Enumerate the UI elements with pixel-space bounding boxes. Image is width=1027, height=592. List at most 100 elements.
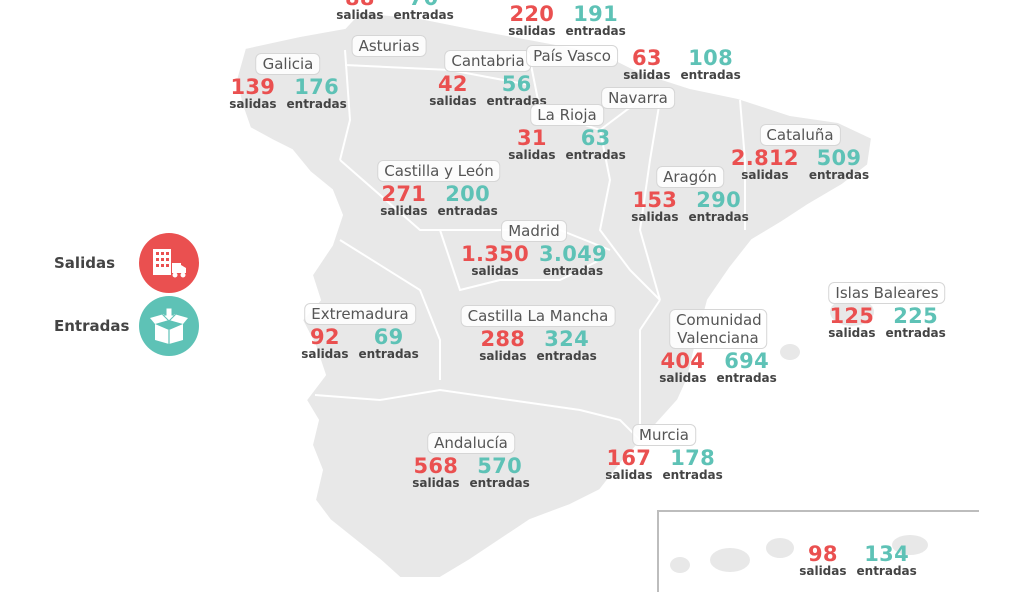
salidas-value: 92 [309, 325, 340, 349]
salidas-label: salidas [605, 468, 653, 482]
region-name: Castilla La Mancha [460, 305, 616, 327]
entradas-value: 324 [544, 327, 590, 351]
region-name: Islas Baleares [828, 282, 946, 304]
legend-entradas: Entradas [54, 296, 199, 356]
region-stats: 271 salidas 200 entradas [380, 183, 498, 217]
entradas-stat: 3.049 entradas [539, 243, 607, 277]
region-name: Castilla y León [377, 160, 501, 182]
region-stats: 2.812 salidas 509 entradas [731, 147, 869, 181]
region-stats: 42 salidas 56 entradas [429, 73, 547, 107]
region-navarra: Navarra [601, 87, 675, 109]
salidas-value: 42 [437, 72, 468, 96]
region-name: Navarra [601, 87, 675, 109]
salidas-stat: 92 salidas [301, 326, 348, 360]
salidas-value: 88 [345, 0, 375, 9]
region-name: Galicia [255, 53, 321, 75]
region-madrid: Madrid 1.350 salidas 3.049 entradas [461, 220, 607, 277]
salidas-label: salidas [508, 24, 556, 38]
entradas-label: entradas [662, 468, 723, 482]
salidas-stat: 271 salidas [380, 183, 427, 217]
entradas-value: 176 [294, 75, 340, 99]
region-cantabria: Cantabria 42 salidas 56 entradas [429, 50, 547, 107]
entradas-stat: 509 entradas [809, 147, 869, 181]
entradas-label: entradas [469, 476, 530, 490]
region-galicia: Galicia 139 salidas 176 entradas [229, 53, 347, 110]
region-stats: 92 salidas 69 entradas [301, 326, 419, 360]
salidas-stat: 220 salidas [508, 3, 555, 37]
entradas-value: 570 [477, 454, 523, 478]
region-stats: 1.350 salidas 3.049 entradas [461, 243, 607, 277]
region-cut-center: 220 salidas 191 entradas [508, 2, 626, 37]
iberian-peninsula-shape [234, 10, 874, 578]
entradas-value: 200 [445, 182, 491, 206]
salidas-stat: 42 salidas [429, 73, 476, 107]
entradas-stat: 134 entradas [857, 543, 917, 577]
entradas-stat: 191 entradas [566, 3, 626, 37]
salidas-stat: 404 salidas [659, 350, 706, 384]
salidas-label: salidas [429, 94, 477, 108]
region-name: Andalucía [427, 432, 515, 454]
region-stats: 220 salidas 191 entradas [508, 3, 626, 37]
entradas-label: entradas [437, 204, 498, 218]
salidas-label: salidas [336, 8, 384, 22]
entradas-stat: 290 entradas [689, 189, 749, 223]
region-name: La Rioja [530, 104, 604, 126]
region-stats: 139 salidas 176 entradas [229, 76, 347, 110]
entradas-stat: 108 entradas [681, 47, 741, 81]
region-canarias: 98 salidas 134 entradas [799, 542, 917, 577]
salidas-label: salidas [828, 326, 876, 340]
entradas-stat: 63 entradas [566, 127, 626, 161]
region-stats: 125 salidas 225 entradas [828, 305, 946, 339]
spain-map [234, 10, 928, 578]
entradas-stat: 56 entradas [487, 73, 547, 107]
region-name: Madrid [501, 220, 567, 242]
region-cataluna: Cataluña 2.812 salidas 509 entradas [731, 124, 869, 181]
region-stats: 31 salidas 63 entradas [508, 127, 626, 161]
entradas-value: 3.049 [539, 242, 607, 266]
salidas-value: 63 [631, 46, 662, 70]
entradas-label: entradas [358, 347, 419, 361]
region-extremadura: Extremadura 92 salidas 69 entradas [301, 303, 419, 360]
region-name: Cataluña [759, 124, 841, 146]
entradas-label: entradas [856, 564, 917, 578]
entradas-stat: 570 entradas [470, 455, 530, 489]
entradas-label: entradas [680, 68, 741, 82]
region-comunidad-valenciana: Comunidad Valenciana 404 salidas 694 entrada… [659, 309, 777, 384]
salidas-label: salidas [508, 148, 556, 162]
building-truck-icon [139, 233, 199, 293]
entradas-value: 69 [373, 325, 404, 349]
region-la-rioja: La Rioja 31 salidas 63 entradas [508, 104, 626, 161]
entradas-stat: 200 entradas [438, 183, 498, 217]
salidas-label: salidas [631, 210, 679, 224]
region-aragon: Aragón 153 salidas 290 entradas [631, 166, 749, 223]
entradas-value: 70 [409, 0, 439, 9]
salidas-value: 288 [480, 327, 526, 351]
entradas-stat: 69 entradas [359, 326, 419, 360]
salidas-label: salidas [229, 97, 277, 111]
entradas-label: entradas [393, 8, 454, 22]
salidas-label: salidas [799, 564, 847, 578]
region-castilla-y-leon: Castilla y León 271 salidas 200 entradas [377, 160, 501, 217]
entradas-stat: 178 entradas [663, 447, 723, 481]
salidas-stat: 153 salidas [631, 189, 678, 223]
salidas-stat: 139 salidas [229, 76, 276, 110]
salidas-stat: 167 salidas [605, 447, 652, 481]
entradas-value: 509 [816, 146, 862, 170]
entradas-value: 134 [864, 542, 910, 566]
salidas-value: 153 [632, 188, 678, 212]
entradas-value: 63 [580, 126, 611, 150]
region-name: Murcia [632, 424, 696, 446]
legend-salidas-label: Salidas [54, 254, 115, 272]
salidas-value: 167 [606, 446, 652, 470]
salidas-value: 220 [509, 2, 555, 26]
salidas-value: 125 [829, 304, 875, 328]
entradas-label: entradas [808, 168, 870, 182]
entradas-value: 108 [688, 46, 734, 70]
entradas-value: 694 [724, 349, 770, 373]
salidas-label: salidas [659, 371, 707, 385]
region-stats: 568 salidas 570 entradas [412, 455, 530, 489]
canary-islands-shape [670, 535, 928, 573]
entradas-label: entradas [565, 148, 626, 162]
